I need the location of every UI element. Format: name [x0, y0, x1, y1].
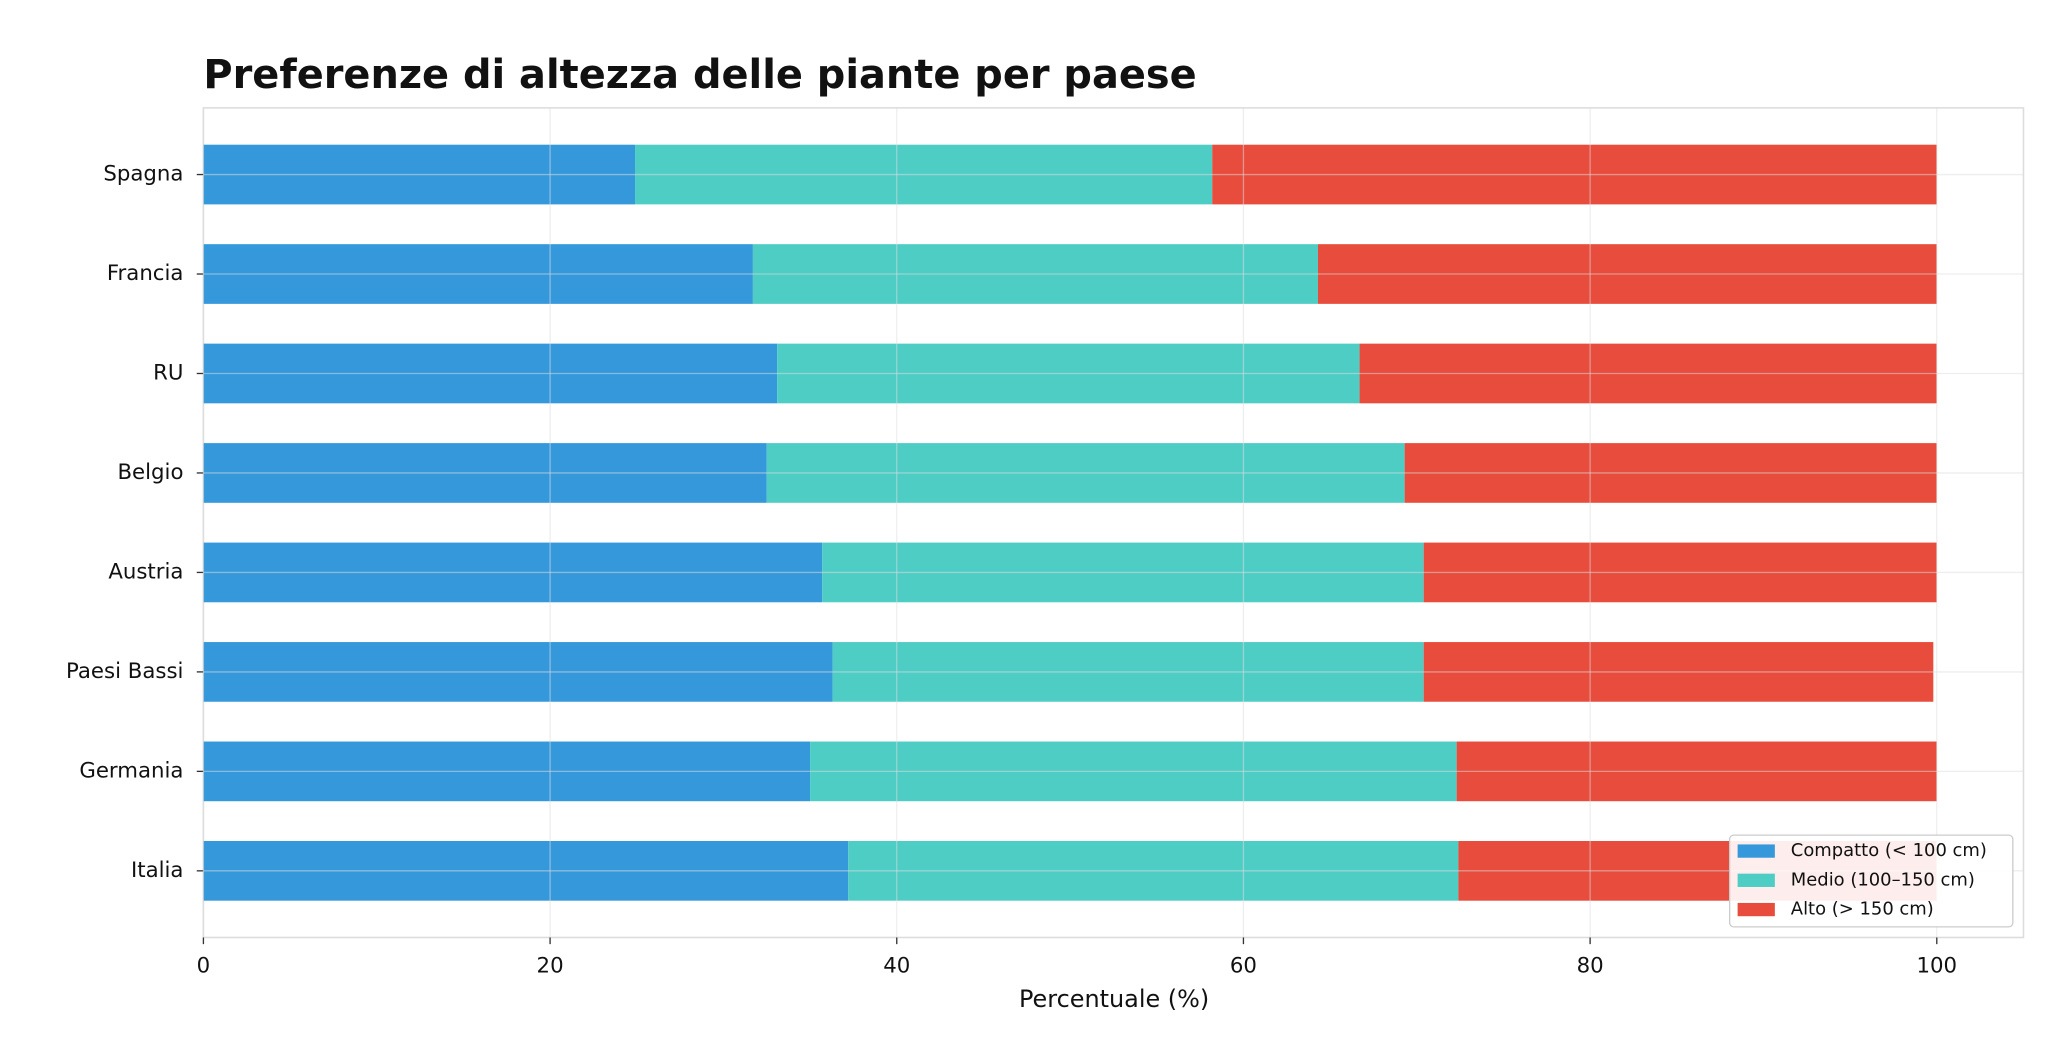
legend-swatch	[1737, 902, 1775, 917]
y-tick-label: Germania	[79, 758, 183, 783]
chart-title: Preferenze di altezza delle piante per p…	[203, 52, 1196, 98]
x-tick-label: 60	[1230, 954, 1257, 979]
x-tick-label: 20	[537, 954, 564, 979]
y-tick-label: RU	[153, 360, 183, 385]
y-tick-label: Francia	[107, 261, 184, 286]
x-tick-label: 80	[1577, 954, 1604, 979]
y-tick-label: Austria	[108, 559, 183, 584]
legend-label: Compatto (< 100 cm)	[1791, 840, 1987, 861]
legend-box	[1728, 834, 2014, 928]
y-tick-label: Paesi Bassi	[66, 659, 183, 684]
legend-swatch	[1737, 844, 1775, 858]
x-tick-label: 0	[197, 954, 211, 979]
plot-area	[202, 107, 2025, 939]
y-tick-label: Italia	[131, 858, 184, 883]
x-tick-label: 100	[1916, 954, 1957, 979]
y-tick-label: Belgio	[117, 460, 183, 485]
legend: Compatto (< 100 cm) Medio (100–150 cm) Alt…	[1728, 834, 2014, 928]
x-tick-label: 40	[883, 954, 910, 979]
y-tick-label: Spagna	[103, 162, 183, 187]
x-axis-label: Percentuale (%)	[1019, 985, 1209, 1013]
legend-swatch	[1737, 873, 1775, 887]
legend-label: Alto (> 150 cm)	[1791, 899, 1934, 920]
legend-label: Medio (100–150 cm)	[1791, 869, 1975, 890]
